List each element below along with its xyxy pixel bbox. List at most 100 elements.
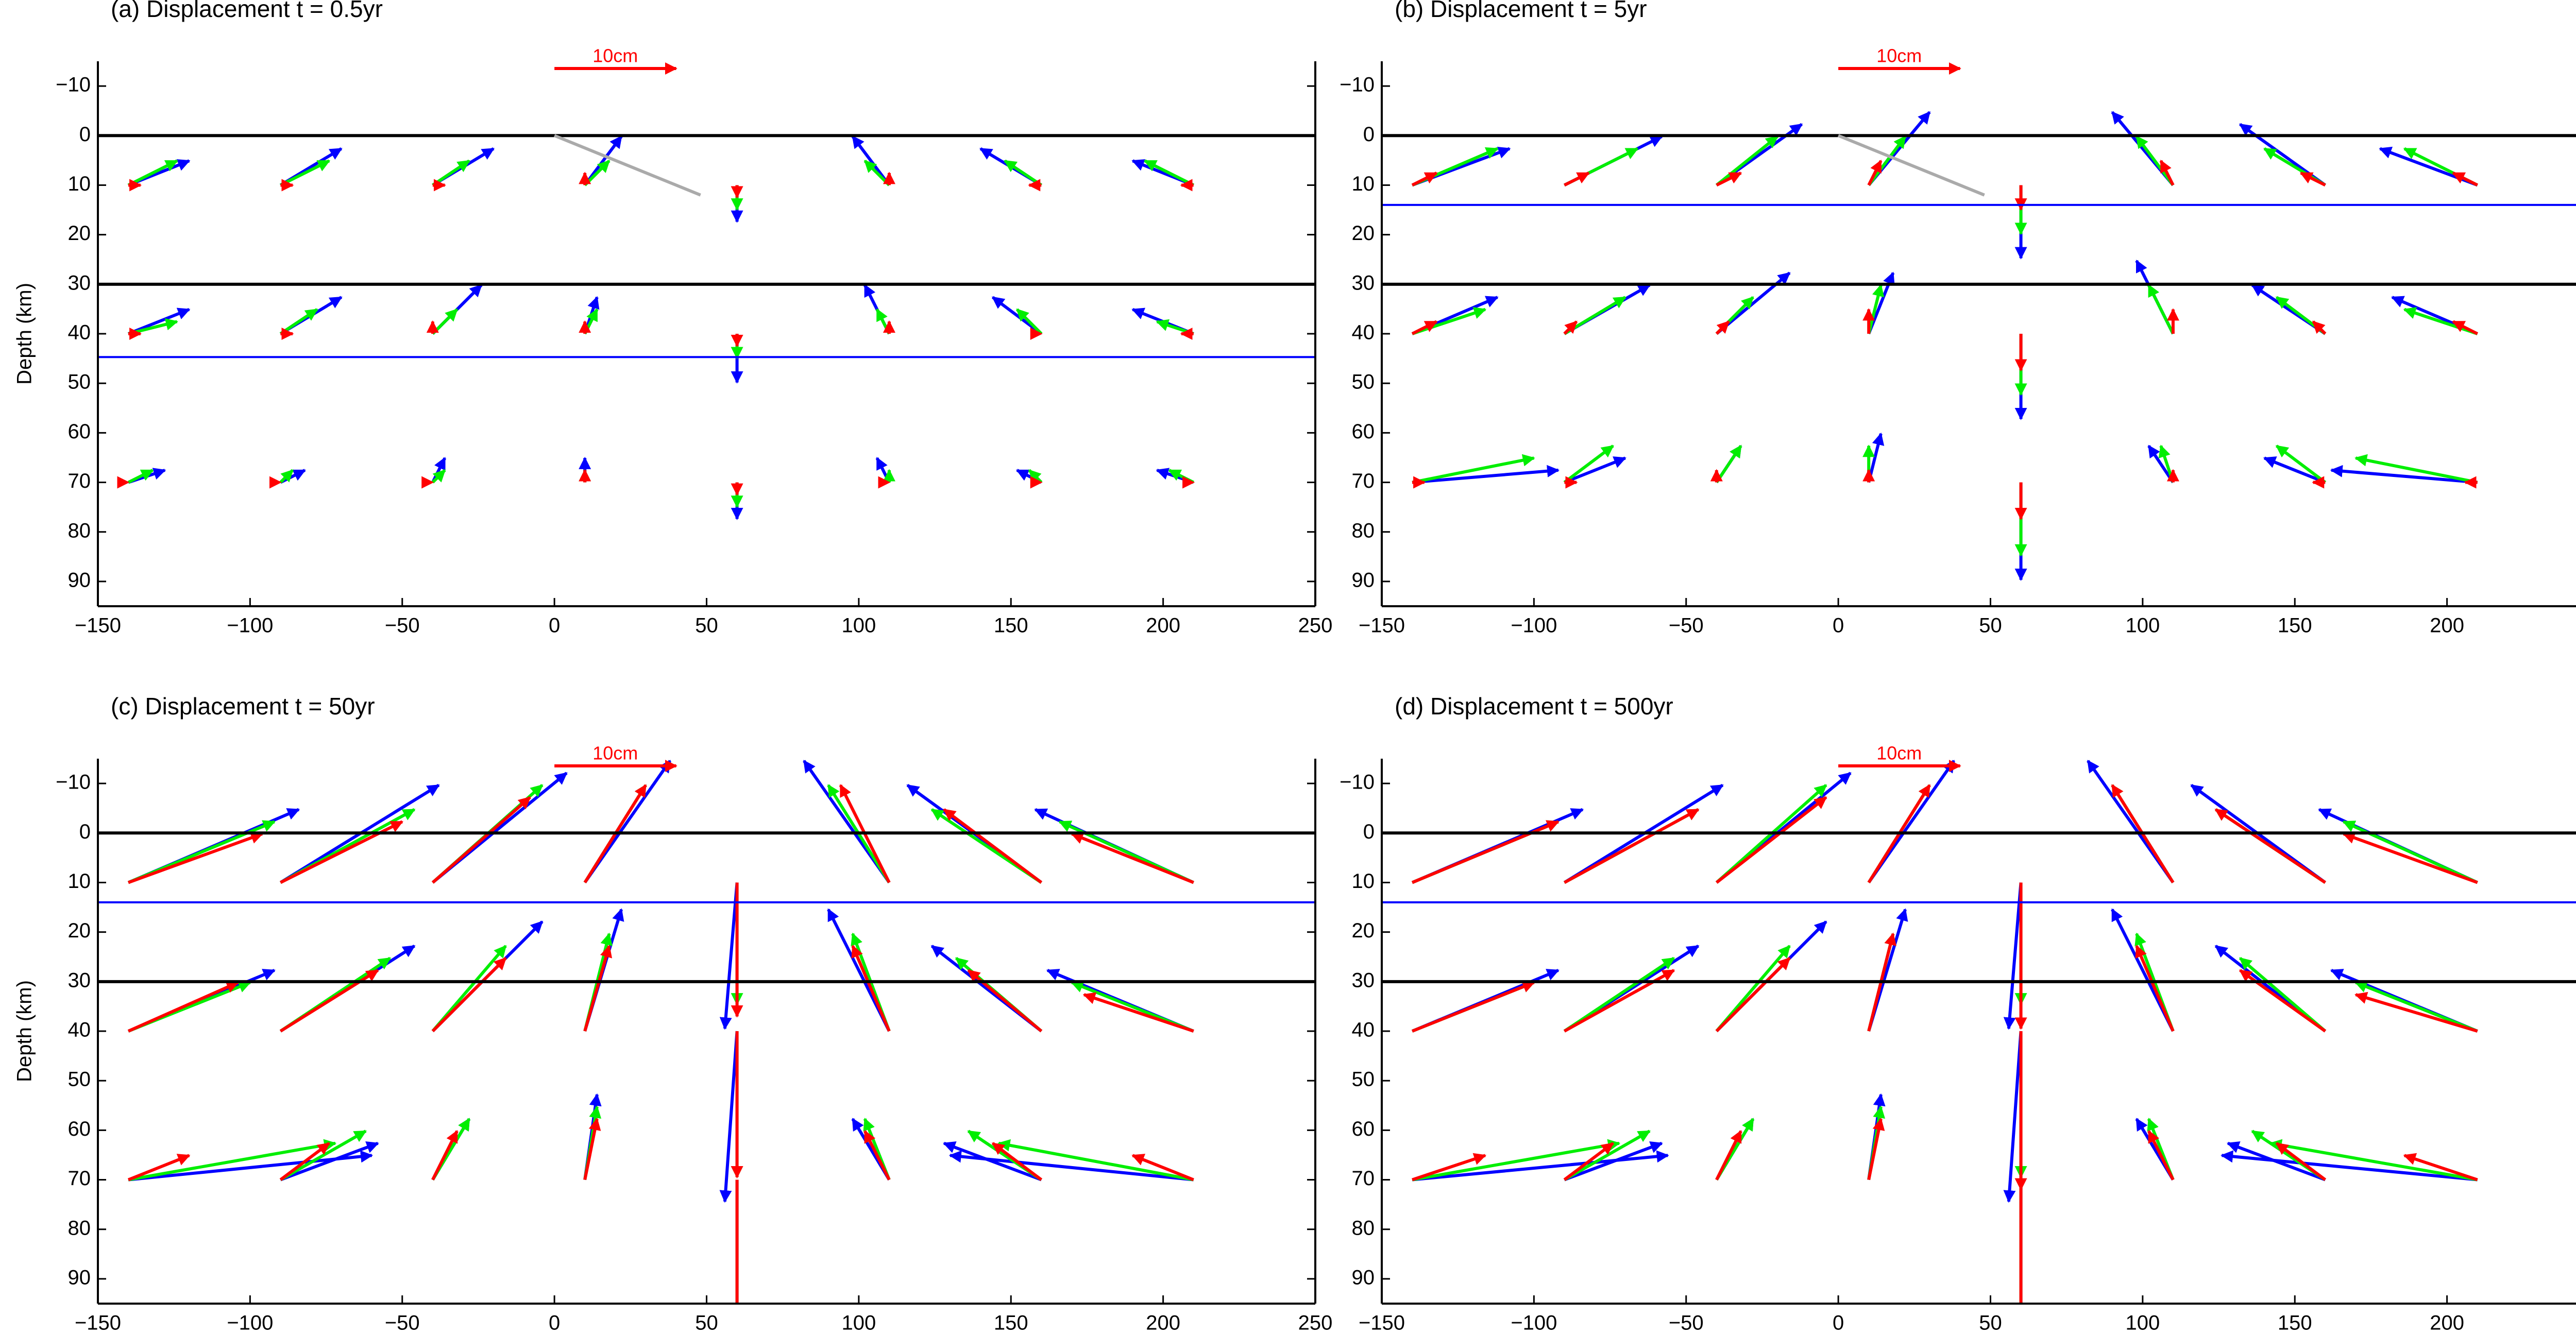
y-tick-label: 80 — [68, 1217, 91, 1239]
vector-red — [1411, 981, 1535, 1033]
vector-blue — [2003, 1031, 2023, 1203]
vector-green — [1563, 1130, 1651, 1182]
vector-green — [431, 469, 446, 484]
x-tick-label: −150 — [75, 1312, 121, 1334]
vector-red — [128, 832, 264, 884]
y-tick-label: 70 — [68, 470, 91, 492]
vector-red — [943, 808, 1043, 884]
x-tick-label: −150 — [1359, 614, 1405, 637]
vector-blue — [2330, 465, 2478, 484]
vector-green — [584, 160, 611, 186]
x-tick-label: 150 — [994, 614, 1028, 637]
x-tick-label: −50 — [385, 614, 420, 637]
vector-green — [1563, 296, 1626, 335]
vector-red — [1563, 320, 1578, 335]
vector-green — [2403, 307, 2478, 335]
vector-red — [967, 969, 1043, 1033]
vector-green — [127, 159, 178, 187]
y-tick-label: 60 — [68, 1118, 91, 1140]
vector-red — [863, 1130, 891, 1181]
vector-red — [1411, 820, 1560, 884]
vector-red — [2299, 172, 2326, 187]
plot-area — [98, 134, 1315, 520]
vector-red — [1564, 808, 1700, 884]
vector-red — [127, 981, 239, 1033]
vector-blue — [2379, 146, 2478, 187]
panel-title: (d) Displacement t = 500yr — [1395, 693, 1673, 720]
vector-blue — [948, 1150, 1194, 1182]
fault — [1837, 134, 1985, 197]
vector-red — [1867, 160, 1883, 186]
vector-green — [2354, 981, 2478, 1033]
x-tick-label: −100 — [1511, 614, 1557, 637]
y-tick-label: 0 — [79, 820, 91, 843]
vector-green — [863, 160, 891, 186]
vector-green — [1168, 469, 1195, 484]
vector-blue — [875, 457, 891, 483]
vector-green — [127, 469, 154, 484]
scale-label: 10cm — [592, 45, 638, 66]
vector-green — [1715, 444, 1742, 484]
scale-label: 10cm — [1876, 743, 1922, 764]
panel-title: (c) Displacement t = 50yr — [111, 693, 375, 720]
y-tick-label: 90 — [68, 569, 91, 591]
vector-green — [279, 469, 294, 484]
vector-red — [431, 957, 507, 1033]
x-tick-label: 200 — [2430, 1312, 2464, 1334]
scale-label: 10cm — [1876, 45, 1922, 66]
vector-red — [1411, 172, 1438, 187]
vector-blue — [1867, 432, 1885, 483]
vector-green — [280, 159, 331, 187]
vector-blue — [1412, 465, 1560, 484]
vector-blue — [2221, 1150, 2478, 1182]
vector-red — [2214, 808, 2326, 884]
vector-red — [431, 1130, 459, 1181]
y-tick-label: 70 — [1352, 1167, 1375, 1190]
vector-red — [2159, 160, 2175, 186]
vector-red — [2452, 320, 2479, 335]
x-tick-label: 100 — [842, 614, 876, 637]
x-tick-label: −100 — [227, 614, 273, 637]
y-tick-label: 40 — [68, 1019, 91, 1041]
vector-green — [128, 1139, 337, 1182]
vector-green — [432, 159, 470, 186]
y-tick-label: 80 — [68, 519, 91, 542]
y-axis-label: Depth (km) — [13, 283, 36, 385]
scale-label: 10cm — [592, 743, 638, 764]
vector-red — [279, 969, 379, 1033]
y-tick-label: 30 — [68, 969, 91, 991]
vector-green — [1004, 159, 1042, 186]
y-tick-label: −10 — [1340, 771, 1375, 794]
x-tick-label: 200 — [2430, 614, 2464, 637]
y-tick-label: −10 — [1340, 74, 1375, 96]
y-tick-label: 20 — [1352, 919, 1375, 942]
vector-blue — [1564, 1141, 1663, 1182]
y-tick-label: 80 — [1352, 1217, 1375, 1239]
vector-green — [1156, 319, 1194, 335]
panel-title: (a) Displacement t = 0.5yr — [111, 0, 383, 22]
vector-red — [1564, 172, 1590, 187]
vector-green — [1144, 159, 1195, 187]
vector-blue — [719, 882, 739, 1030]
x-tick-label: 50 — [695, 614, 718, 637]
vector-green — [1563, 444, 1614, 484]
x-tick-label: 0 — [549, 1312, 560, 1334]
vector-green — [875, 308, 891, 335]
vector-red — [1715, 957, 1791, 1033]
y-tick-label: 0 — [79, 123, 91, 146]
vector-green — [2275, 444, 2327, 484]
vector-red — [1411, 320, 1438, 335]
y-tick-label: 20 — [68, 919, 91, 942]
vector-green — [2269, 1139, 2478, 1182]
vector-green — [1563, 956, 1675, 1033]
y-tick-label: 50 — [1352, 1068, 1375, 1091]
vector-green — [1412, 1139, 1621, 1182]
vector-red — [2342, 832, 2478, 884]
y-tick-label: 60 — [68, 420, 91, 443]
x-tick-label: −100 — [1511, 1312, 1557, 1334]
x-tick-label: −50 — [385, 1312, 420, 1334]
vector-blue — [1412, 1150, 1669, 1182]
x-tick-label: −50 — [1669, 614, 1704, 637]
x-tick-label: −150 — [75, 614, 121, 637]
x-tick-label: −50 — [1669, 1312, 1704, 1334]
